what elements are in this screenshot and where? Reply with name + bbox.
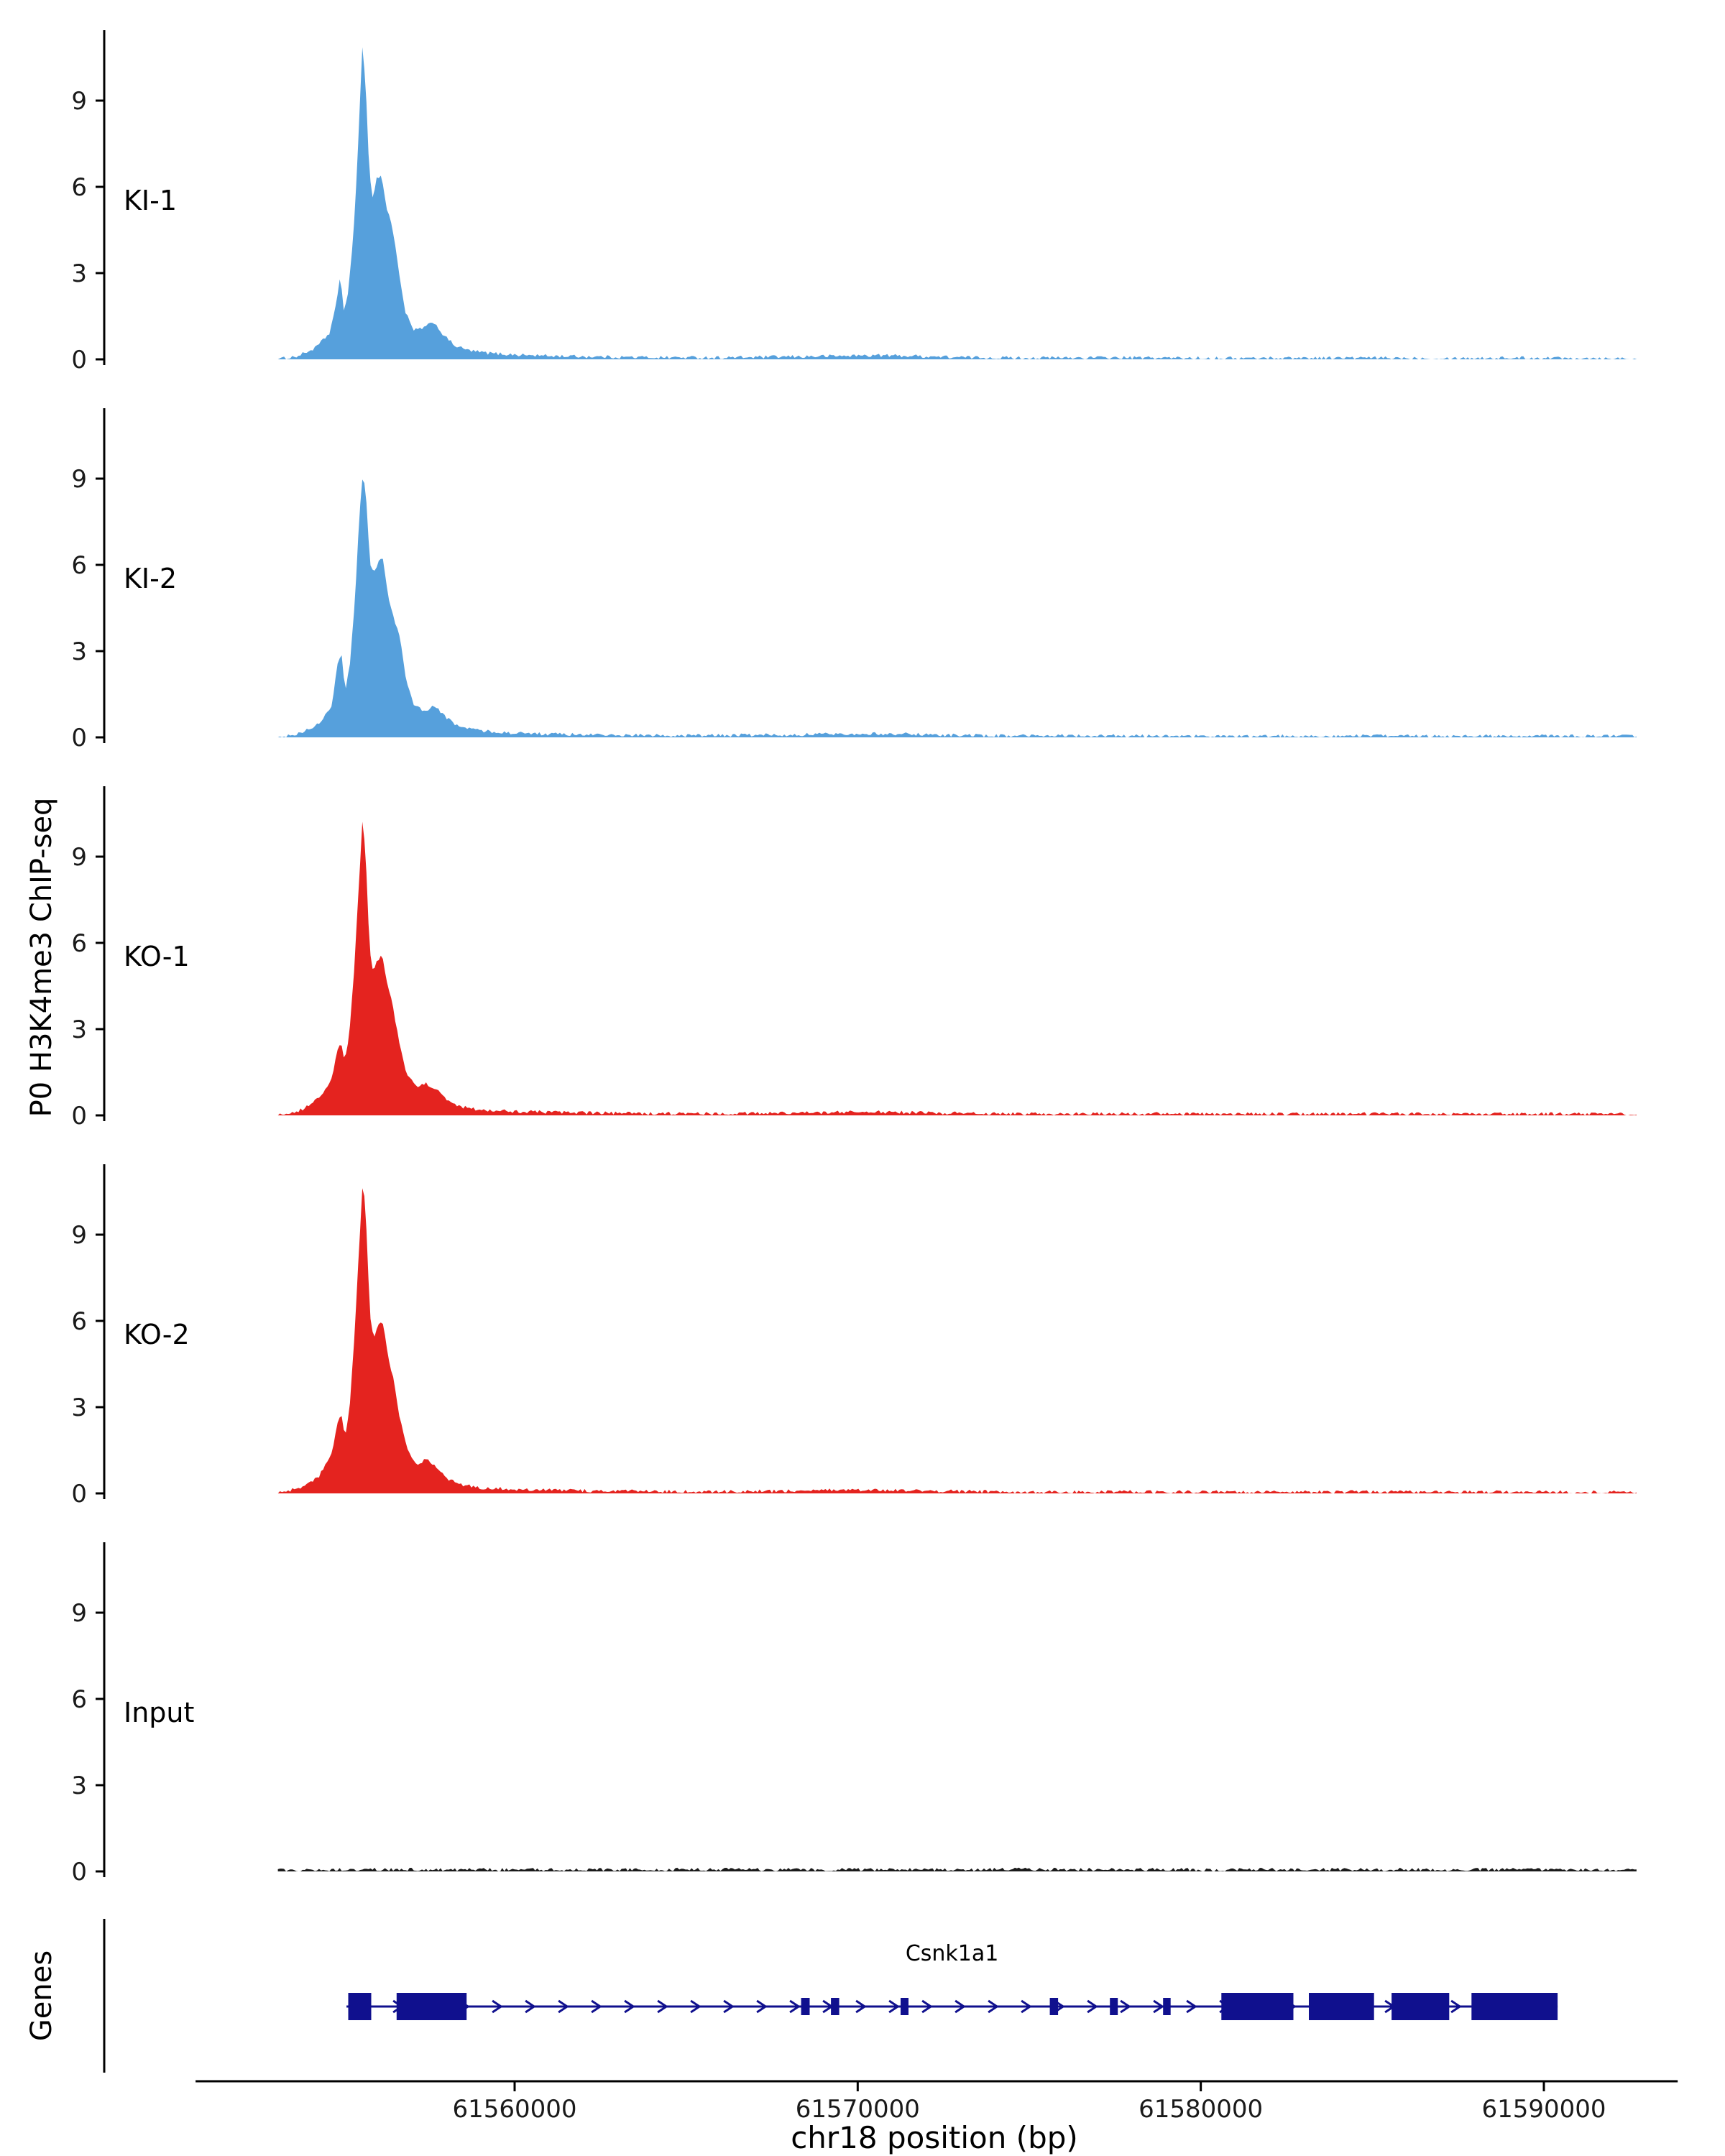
strand-arrow-icon [1021,1999,1032,2014]
strand-arrow-icon [1153,1999,1164,2014]
coverage-area-ki-1 [277,47,1637,359]
gene-exon [1110,1998,1118,2015]
gene-exon [801,1998,810,2015]
strand-arrow-icon [954,1999,966,2014]
track-label: KO-2 [124,1319,190,1350]
strand-arrow-icon [921,1999,933,2014]
gene-exon [1221,1993,1294,2020]
track-panel-input: 0 3 6 9 Input [0,1534,1725,1893]
y-tick-label: 3 [71,637,87,666]
y-tick-label: 6 [71,929,87,958]
track-plot-input: 0 3 6 9 Input [71,1542,1637,1886]
gene-exon [1163,1998,1171,2015]
y-tick-label: 0 [71,1102,87,1130]
strand-arrow-icon [525,1999,536,2014]
track-label: KO-1 [124,941,190,972]
strand-arrow-icon [723,1999,735,2014]
track-panel-ki-1: 0 3 6 9 KI-1 [0,22,1725,381]
gene-exon [348,1993,372,2020]
y-tick-label: 6 [71,551,87,580]
y-tick-label: 0 [71,1480,87,1508]
strand-arrow-icon [855,1999,867,2014]
gene-name-label: Csnk1a1 [906,1941,999,1966]
strand-arrow-icon [888,1999,900,2014]
gene-exon [1392,1993,1450,2020]
coverage-area-ko-1 [277,821,1637,1115]
y-tick-label: 9 [71,87,87,116]
x-tick-label: 61560000 [452,2095,576,2124]
strand-arrow-icon [690,1999,702,2014]
gene-exon [1471,1993,1558,2020]
genes-panel: Csnk1a1 [0,1913,1725,2078]
gene-exon [901,1998,908,2015]
y-tick-label: 9 [71,1221,87,1250]
gene-exon [1309,1993,1374,2020]
y-tick-label: 6 [71,173,87,202]
strand-arrow-icon [789,1999,801,2014]
y-tick-label: 6 [71,1307,87,1336]
strand-arrow-icon [988,1999,999,2014]
gene-exon [396,1993,467,2020]
y-tick-label: 9 [71,843,87,872]
y-tick-label: 3 [71,1772,87,1800]
y-tick-label: 0 [71,1858,87,1886]
y-tick-label: 3 [71,259,87,288]
x-tick-label: 61570000 [796,2095,920,2124]
x-axis: 61560000 61570000 61580000 61590000 [0,2078,1725,2129]
coverage-area-ko-2 [277,1188,1637,1493]
strand-arrow-icon [591,1999,602,2014]
strand-arrow-icon [558,1999,569,2014]
strand-arrow-icon [624,1999,635,2014]
y-tick-label: 3 [71,1015,87,1044]
y-tick-label: 3 [71,1393,87,1422]
strand-arrow-icon [756,1999,768,2014]
strand-arrow-icon [1450,1999,1462,2014]
coverage-area-ki-2 [277,479,1637,737]
y-tick-label: 0 [71,346,87,374]
track-panel-ko-2: 0 3 6 9 KO-2 [0,1156,1725,1515]
strand-arrow-icon [657,1999,668,2014]
track-label: KI-1 [124,185,177,216]
track-panel-ko-1: 0 3 6 9 KO-1 [0,778,1725,1137]
x-axis-title: chr18 position (bp) [791,2120,1078,2155]
y-tick-label: 9 [71,1599,87,1628]
y-tick-label: 9 [71,465,87,494]
track-label: Input [124,1697,194,1728]
y-tick-label: 0 [71,724,87,752]
track-plot-ki-1: 0 3 6 9 KI-1 [71,30,1637,374]
genes-plot: Csnk1a1 [103,1919,1558,2073]
track-plot-ko-1: 0 3 6 9 KO-1 [71,786,1637,1130]
gene-exon [1049,1998,1059,2015]
x-tick-label: 61590000 [1481,2095,1606,2124]
strand-arrow-icon [492,1999,503,2014]
track-plot-ki-2: 0 3 6 9 KI-2 [71,408,1637,752]
coverage-area-input [277,1867,1637,1871]
strand-arrow-icon [1186,1999,1197,2014]
strand-arrow-icon [1120,1999,1131,2014]
y-tick-label: 6 [71,1685,87,1714]
track-panel-ki-2: 0 3 6 9 KI-2 [0,400,1725,759]
track-plot-ko-2: 0 3 6 9 KO-2 [71,1164,1637,1508]
strand-arrow-icon [1087,1999,1098,2014]
x-tick-label: 61580000 [1138,2095,1263,2124]
gene-exon [831,1998,840,2015]
track-label: KI-2 [124,563,177,594]
x-axis-plot: 61560000 61570000 61580000 61590000 [196,2080,1678,2124]
